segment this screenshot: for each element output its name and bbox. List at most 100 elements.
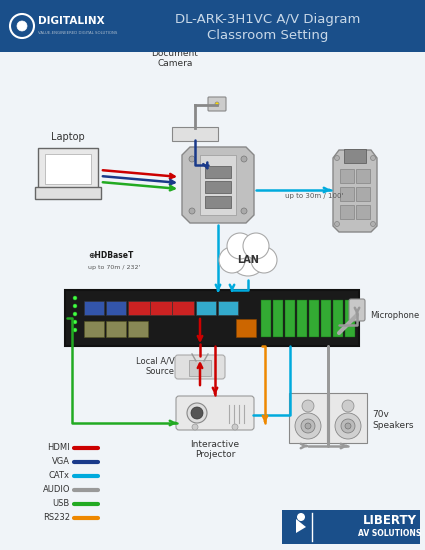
Text: Microphone: Microphone xyxy=(370,311,419,321)
FancyBboxPatch shape xyxy=(356,205,370,219)
Circle shape xyxy=(191,407,203,419)
Circle shape xyxy=(302,400,314,412)
FancyBboxPatch shape xyxy=(340,169,354,183)
FancyBboxPatch shape xyxy=(321,300,332,337)
Circle shape xyxy=(189,208,195,214)
Text: USB: USB xyxy=(53,499,70,509)
FancyBboxPatch shape xyxy=(286,300,295,337)
Circle shape xyxy=(192,424,198,430)
FancyBboxPatch shape xyxy=(205,181,231,193)
FancyBboxPatch shape xyxy=(289,393,327,443)
Circle shape xyxy=(335,413,361,439)
Circle shape xyxy=(334,156,340,161)
FancyBboxPatch shape xyxy=(0,0,425,52)
Text: VGA: VGA xyxy=(52,458,70,466)
FancyBboxPatch shape xyxy=(200,155,236,215)
Circle shape xyxy=(189,156,195,162)
FancyBboxPatch shape xyxy=(274,300,283,337)
Text: Local A/V
Source: Local A/V Source xyxy=(136,356,175,376)
Circle shape xyxy=(219,247,245,273)
Text: AUDIO: AUDIO xyxy=(42,486,70,494)
Text: DL-ARK-3H1VC A/V Diagram: DL-ARK-3H1VC A/V Diagram xyxy=(175,14,360,26)
FancyBboxPatch shape xyxy=(175,355,225,379)
FancyBboxPatch shape xyxy=(298,300,308,337)
FancyBboxPatch shape xyxy=(172,301,194,315)
Text: 70v
Speakers: 70v Speakers xyxy=(372,410,414,430)
Circle shape xyxy=(305,423,311,429)
Text: Document
Camera: Document Camera xyxy=(152,48,198,68)
FancyBboxPatch shape xyxy=(349,299,365,321)
Circle shape xyxy=(241,156,247,162)
Text: up to 30m / 100': up to 30m / 100' xyxy=(285,193,343,199)
Text: Classroom Setting: Classroom Setting xyxy=(207,30,329,42)
FancyBboxPatch shape xyxy=(128,301,150,315)
FancyBboxPatch shape xyxy=(176,396,254,430)
Text: VALUE-ENGINEERED DIGITAL SOLUTIONS: VALUE-ENGINEERED DIGITAL SOLUTIONS xyxy=(38,31,117,35)
Circle shape xyxy=(215,102,219,106)
Text: HDMI: HDMI xyxy=(47,443,70,453)
Circle shape xyxy=(371,222,376,227)
Circle shape xyxy=(230,240,266,276)
FancyBboxPatch shape xyxy=(340,187,354,201)
FancyBboxPatch shape xyxy=(346,300,355,337)
Text: CATx: CATx xyxy=(49,471,70,481)
FancyBboxPatch shape xyxy=(356,187,370,201)
Text: Interactive
Projector: Interactive Projector xyxy=(190,440,240,459)
Text: RS232: RS232 xyxy=(43,514,70,522)
FancyBboxPatch shape xyxy=(344,149,366,163)
FancyBboxPatch shape xyxy=(334,300,343,337)
Circle shape xyxy=(73,296,77,300)
FancyBboxPatch shape xyxy=(128,321,148,337)
FancyBboxPatch shape xyxy=(261,300,272,337)
Circle shape xyxy=(187,403,207,423)
Circle shape xyxy=(342,400,354,412)
Text: Laptop: Laptop xyxy=(51,132,85,142)
Circle shape xyxy=(73,312,77,316)
Circle shape xyxy=(73,304,77,308)
Circle shape xyxy=(243,233,269,259)
Circle shape xyxy=(227,233,253,259)
Circle shape xyxy=(334,222,340,227)
FancyBboxPatch shape xyxy=(218,301,238,315)
Circle shape xyxy=(341,419,355,433)
Circle shape xyxy=(345,423,351,429)
FancyBboxPatch shape xyxy=(189,360,211,376)
Circle shape xyxy=(371,156,376,161)
FancyBboxPatch shape xyxy=(282,510,420,544)
FancyBboxPatch shape xyxy=(106,301,126,315)
Text: up to 70m / 232': up to 70m / 232' xyxy=(88,266,140,271)
FancyBboxPatch shape xyxy=(150,301,172,315)
FancyBboxPatch shape xyxy=(329,393,367,443)
Text: LIBERTY: LIBERTY xyxy=(363,514,417,527)
Text: AV SOLUTIONS: AV SOLUTIONS xyxy=(358,530,422,538)
Circle shape xyxy=(295,413,321,439)
Polygon shape xyxy=(182,147,254,223)
FancyBboxPatch shape xyxy=(196,301,216,315)
Circle shape xyxy=(251,247,277,273)
FancyBboxPatch shape xyxy=(84,301,104,315)
FancyBboxPatch shape xyxy=(208,97,226,111)
Polygon shape xyxy=(296,519,306,533)
FancyBboxPatch shape xyxy=(309,300,320,337)
FancyBboxPatch shape xyxy=(65,290,359,346)
FancyBboxPatch shape xyxy=(340,205,354,219)
Circle shape xyxy=(73,328,77,332)
FancyBboxPatch shape xyxy=(84,321,104,337)
FancyBboxPatch shape xyxy=(172,127,218,141)
FancyBboxPatch shape xyxy=(236,319,256,337)
FancyBboxPatch shape xyxy=(205,166,231,178)
Circle shape xyxy=(17,21,27,31)
Circle shape xyxy=(232,424,238,430)
Text: ⊕HDBaseT: ⊕HDBaseT xyxy=(88,251,133,261)
Circle shape xyxy=(297,513,305,521)
FancyBboxPatch shape xyxy=(356,169,370,183)
FancyBboxPatch shape xyxy=(106,321,126,337)
FancyBboxPatch shape xyxy=(35,187,101,199)
FancyBboxPatch shape xyxy=(205,196,231,208)
Text: DIGITALINX: DIGITALINX xyxy=(38,16,105,26)
Polygon shape xyxy=(333,150,377,232)
Circle shape xyxy=(241,208,247,214)
Circle shape xyxy=(73,320,77,324)
FancyBboxPatch shape xyxy=(45,154,91,184)
Text: LAN: LAN xyxy=(237,255,259,265)
